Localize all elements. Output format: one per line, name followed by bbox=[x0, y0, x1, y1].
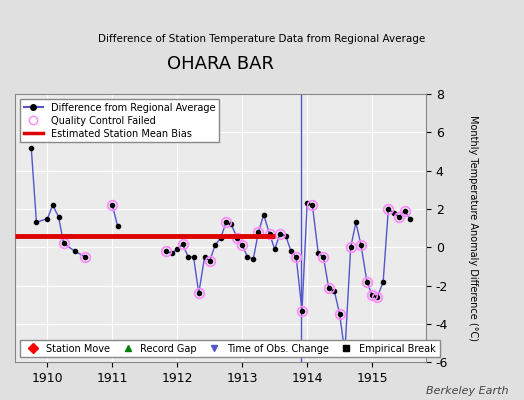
Legend: Station Move, Record Gap, Time of Obs. Change, Empirical Break: Station Move, Record Gap, Time of Obs. C… bbox=[20, 340, 440, 358]
Text: Berkeley Earth: Berkeley Earth bbox=[426, 386, 508, 396]
Text: Difference of Station Temperature Data from Regional Average: Difference of Station Temperature Data f… bbox=[99, 34, 425, 44]
Y-axis label: Monthly Temperature Anomaly Difference (°C): Monthly Temperature Anomaly Difference (… bbox=[467, 115, 477, 341]
Title: OHARA BAR: OHARA BAR bbox=[167, 55, 274, 73]
